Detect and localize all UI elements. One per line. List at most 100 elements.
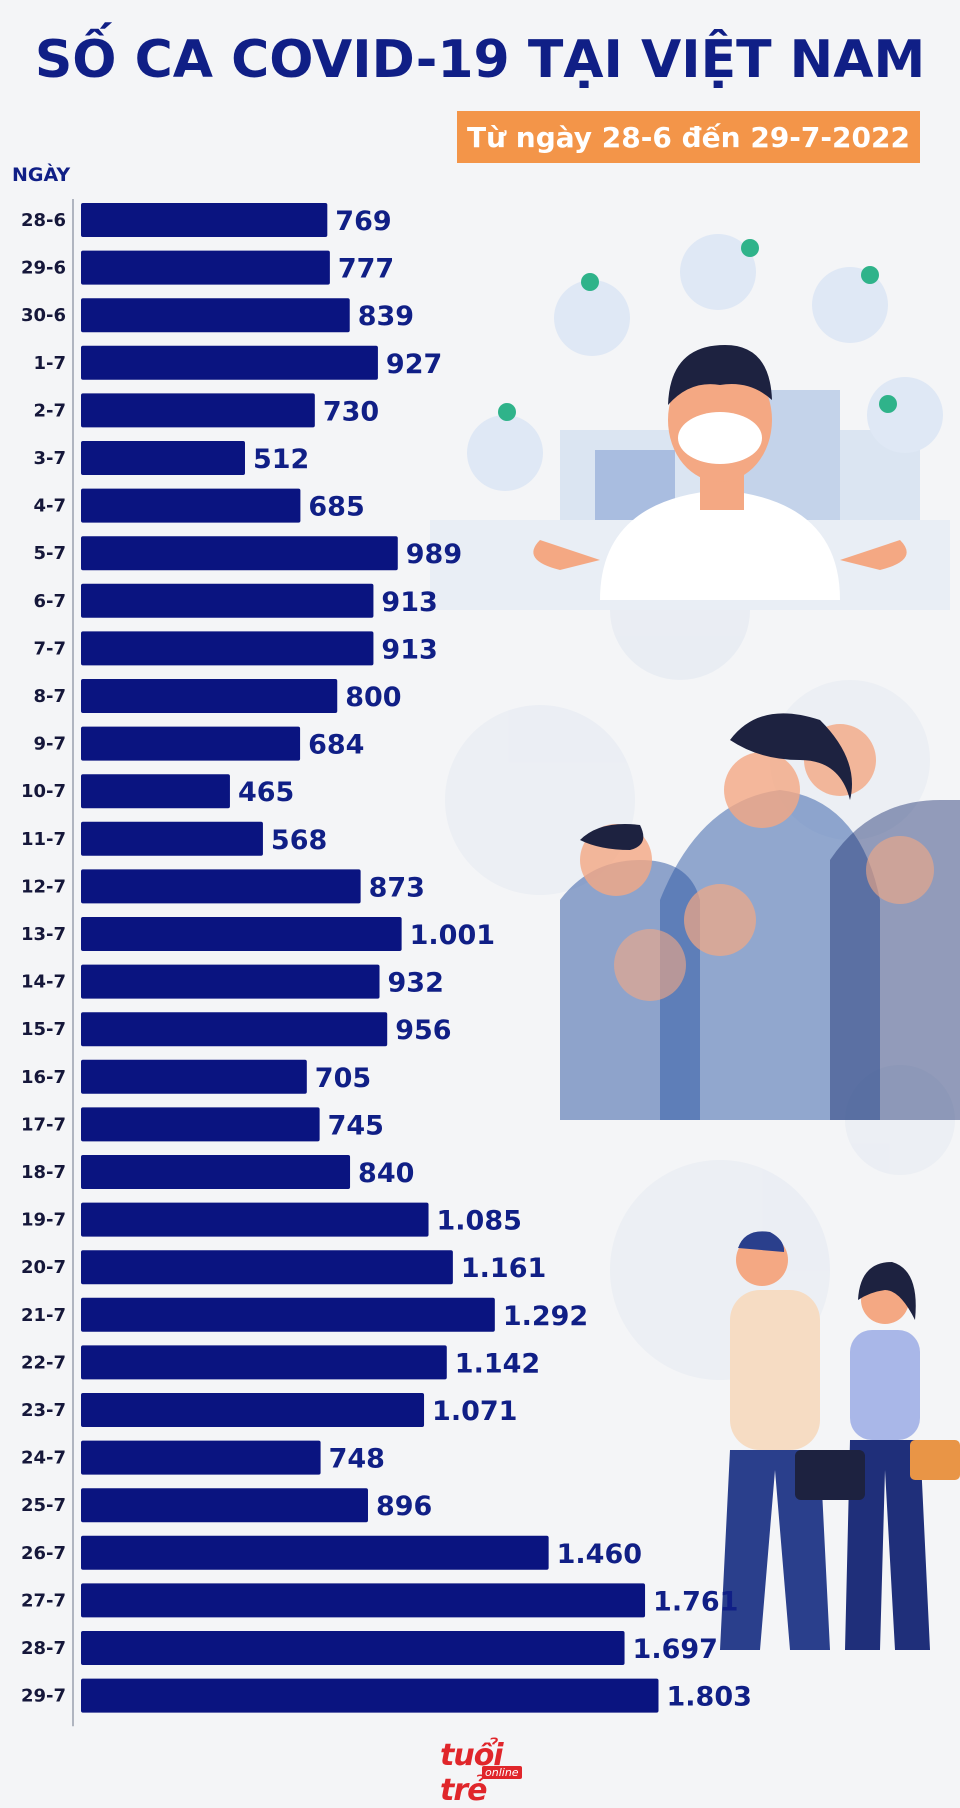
category-label: 7-7 (33, 638, 66, 659)
value-label: 568 (271, 825, 327, 856)
category-label: 29-7 (21, 1686, 66, 1707)
category-label: 16-7 (21, 1067, 66, 1088)
value-label: 1.292 (503, 1301, 588, 1332)
tuoi-tre-logo: tuổi trẻ online (440, 1738, 550, 1808)
bar (81, 1631, 625, 1665)
bar (81, 726, 301, 761)
category-label: 12-7 (21, 876, 66, 897)
category-label: 4-7 (33, 496, 66, 517)
value-label: 800 (345, 682, 401, 713)
bar (81, 1297, 495, 1332)
value-label: 989 (406, 539, 462, 570)
value-label: 1.085 (437, 1206, 522, 1237)
bar (81, 1345, 447, 1380)
value-label: 913 (381, 634, 437, 665)
value-label: 1.142 (455, 1348, 540, 1379)
category-label: 21-7 (21, 1305, 66, 1326)
category-label: 8-7 (33, 686, 66, 707)
bar (81, 250, 330, 285)
value-label: 512 (253, 444, 309, 475)
bars: 28-6 769 29-6 777 30-6 839 1-7 927 2-7 730 3-7 512 4… (21, 203, 752, 1713)
bar (81, 1202, 429, 1237)
bar (81, 298, 350, 333)
bar (81, 869, 361, 904)
value-label: 684 (308, 730, 364, 761)
bar (81, 441, 245, 475)
value-label: 956 (395, 1015, 451, 1046)
value-label: 705 (315, 1063, 371, 1094)
category-label: 14-7 (21, 972, 66, 993)
value-label: 913 (381, 587, 437, 618)
bar (81, 536, 398, 571)
category-label: 18-7 (21, 1162, 66, 1183)
category-label: 23-7 (21, 1400, 66, 1421)
value-label: 1.697 (633, 1634, 718, 1665)
value-label: 748 (329, 1444, 385, 1475)
bar (81, 774, 230, 809)
category-label: 11-7 (21, 829, 66, 850)
value-label: 777 (338, 254, 394, 285)
bar (81, 1059, 307, 1094)
category-label: 9-7 (33, 734, 66, 755)
bar (81, 821, 263, 856)
category-label: 13-7 (21, 924, 66, 945)
value-label: 839 (358, 301, 414, 332)
date-range-text: Từ ngày 28-6 đến 29-7-2022 (467, 120, 910, 154)
doctor-figure (533, 345, 907, 600)
bar (81, 1107, 320, 1142)
couple-figures (720, 1231, 960, 1650)
date-range-badge: Từ ngày 28-6 đến 29-7-2022 (457, 111, 920, 163)
category-label: 10-7 (21, 781, 66, 802)
value-label: 730 (323, 396, 379, 427)
category-label: 22-7 (21, 1352, 66, 1373)
bar (81, 1440, 321, 1475)
value-label: 1.460 (557, 1539, 642, 1570)
value-label: 769 (335, 206, 391, 237)
bar (81, 964, 380, 999)
bar (81, 917, 402, 951)
category-label: 6-7 (33, 591, 66, 612)
value-label: 465 (238, 777, 294, 808)
bar (81, 203, 328, 237)
category-label: 17-7 (21, 1114, 66, 1135)
category-label: 30-6 (21, 305, 66, 326)
value-label: 896 (376, 1491, 432, 1522)
value-label: 927 (386, 349, 442, 380)
category-label: 19-7 (21, 1210, 66, 1231)
bar (81, 1678, 659, 1713)
category-label: 28-7 (21, 1638, 66, 1659)
category-label: 20-7 (21, 1257, 66, 1278)
category-label: 2-7 (33, 400, 66, 421)
value-label: 1.071 (432, 1396, 517, 1427)
category-label: 29-6 (21, 258, 66, 279)
value-label: 932 (388, 968, 444, 999)
bar (81, 345, 378, 380)
bar (81, 583, 374, 618)
value-label: 873 (369, 872, 425, 903)
value-label: 685 (308, 492, 364, 523)
bar (81, 488, 301, 523)
bar (81, 1250, 453, 1285)
bar (81, 1488, 368, 1523)
category-label: 15-7 (21, 1019, 66, 1040)
bar (81, 1583, 646, 1618)
category-label: 1-7 (33, 353, 66, 374)
bar (81, 1155, 351, 1189)
category-label: 24-7 (21, 1448, 66, 1469)
value-label: 840 (358, 1158, 414, 1189)
value-label: 1.001 (410, 920, 495, 951)
category-label: 25-7 (21, 1495, 66, 1516)
value-label: 745 (328, 1110, 384, 1141)
logo-online: online (482, 1766, 522, 1779)
info-bubbles (467, 234, 943, 491)
value-label: 1.161 (461, 1253, 546, 1284)
bar (81, 1393, 425, 1427)
value-label: 1.761 (653, 1586, 738, 1617)
bar (81, 1535, 549, 1570)
bar (81, 631, 374, 666)
bar (81, 679, 338, 713)
category-label: 28-6 (21, 210, 66, 231)
category-label: 3-7 (33, 448, 66, 469)
